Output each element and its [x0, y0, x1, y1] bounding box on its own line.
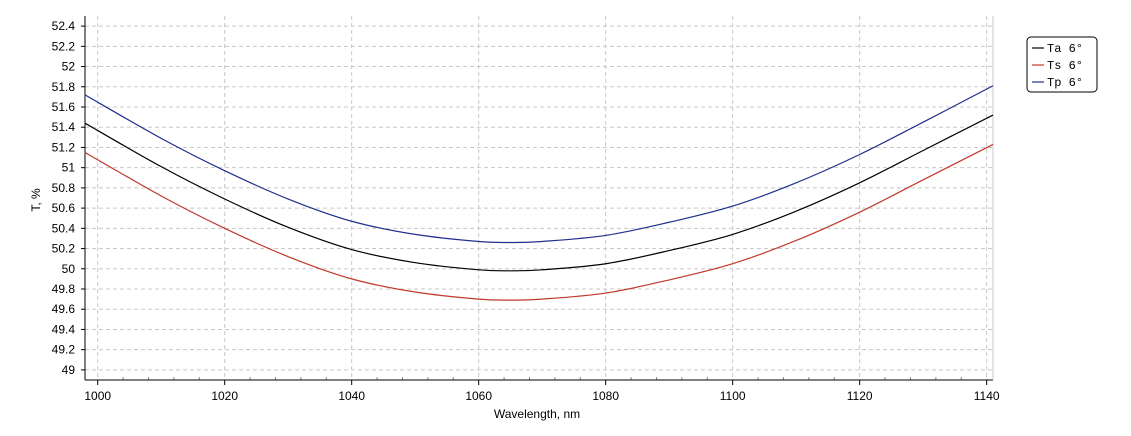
- legend-box: [1026, 36, 1098, 93]
- y-tick-label: 51.2: [52, 140, 76, 154]
- series-layer: [84, 85, 994, 301]
- y-tick-label: 52.2: [52, 39, 76, 53]
- x-axis-title: Wavelength, nm: [494, 407, 580, 421]
- y-tick-label: 50.6: [52, 201, 76, 215]
- y-tick-label: 49.8: [52, 282, 76, 296]
- y-tick-label: 51.4: [52, 120, 76, 134]
- series-line-1: [84, 143, 994, 301]
- x-tick-label: 1040: [338, 389, 365, 403]
- minor-ticks: [122, 377, 962, 380]
- y-tick-label: 51.8: [52, 80, 76, 94]
- y-axis-title: T, %: [29, 188, 43, 212]
- series-line-0: [84, 114, 994, 272]
- y-tick-label: 50.2: [52, 242, 76, 256]
- y-tick-label: 50.4: [52, 221, 76, 235]
- x-tick-label: 1060: [465, 389, 492, 403]
- x-tick-label: 1000: [84, 389, 111, 403]
- y-tick-label: 50: [62, 262, 76, 276]
- x-tick-label: 1120: [847, 389, 873, 403]
- tick-labels: 49 49.2 49.4 49.6 49.8 50 50.2 50.4 50.6 50.8 51 51…: [52, 19, 1000, 403]
- legend-label: Ts 6°: [1047, 59, 1083, 73]
- y-tick-label: 51.6: [52, 100, 76, 114]
- y-tick-label: 49.4: [52, 322, 76, 336]
- y-tick-label: 51: [62, 161, 76, 175]
- plot-area: [81, 16, 994, 385]
- x-tick-label: 1140: [974, 389, 1000, 403]
- grid: [85, 16, 993, 380]
- legend-label: Ta 6°: [1047, 42, 1083, 56]
- y-tick-label: 49.6: [52, 302, 76, 316]
- y-tick-label: 52: [62, 60, 76, 74]
- legend-label: Tp 6°: [1047, 76, 1083, 90]
- series-line-2: [84, 85, 994, 244]
- y-tick-label: 49.2: [52, 343, 76, 357]
- x-tick-label: 1100: [720, 389, 746, 403]
- y-tick-label: 52.4: [52, 19, 76, 33]
- x-tick-label: 1080: [592, 389, 619, 403]
- y-tick-label: 50.8: [52, 181, 76, 195]
- legend: Ta 6° Ts 6° Tp 6°: [1026, 36, 1098, 93]
- x-tick-label: 1020: [211, 389, 238, 403]
- y-tick-label: 49: [62, 363, 76, 377]
